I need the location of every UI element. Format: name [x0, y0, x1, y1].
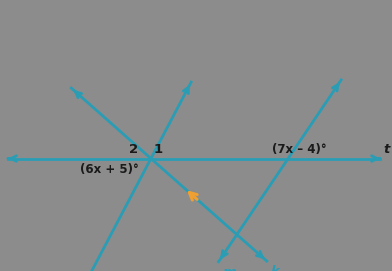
Text: 1: 1 [154, 143, 163, 156]
Text: k: k [271, 265, 279, 271]
Text: m: m [223, 266, 236, 271]
Text: t: t [383, 143, 390, 156]
Text: (7x – 4)°: (7x – 4)° [272, 143, 327, 156]
Text: (6x + 5)°: (6x + 5)° [80, 163, 139, 176]
Text: 2: 2 [129, 143, 138, 156]
